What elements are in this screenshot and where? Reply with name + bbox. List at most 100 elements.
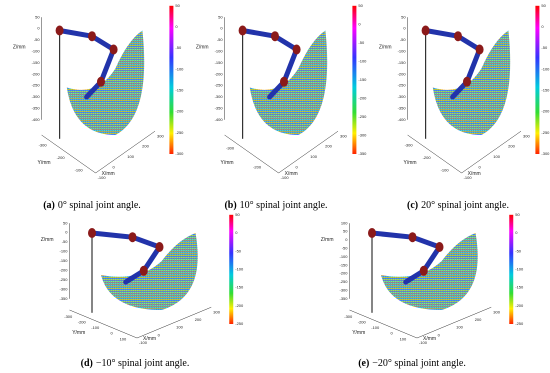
arm-link xyxy=(130,234,162,250)
colorbar-tick-label: -200 xyxy=(541,109,550,114)
colorbar xyxy=(509,214,514,324)
arm-joint xyxy=(155,242,164,252)
arm-link xyxy=(141,244,162,274)
colorbar-tick-label: -350 xyxy=(358,151,367,156)
arm-joint xyxy=(55,25,64,36)
workspace-cloud xyxy=(101,233,198,310)
z-tick-label: -350 xyxy=(59,296,68,301)
z-axis-label: Z/mm xyxy=(379,45,392,51)
x-tick-label: 200 xyxy=(325,144,332,149)
x-tick-label: 0 xyxy=(158,332,161,337)
x-tick-label: 100 xyxy=(127,154,134,159)
x-tick-label: 300 xyxy=(493,309,500,314)
y-tick-label: -300 xyxy=(405,142,414,147)
colorbar-tick-label: -150 xyxy=(235,285,244,290)
x-axis xyxy=(95,130,156,174)
y-axis xyxy=(41,134,96,174)
colorbar-tick-label: -250 xyxy=(175,130,184,135)
x-tick-label: 300 xyxy=(340,133,347,138)
x-axis xyxy=(278,130,339,174)
x-axis xyxy=(416,306,492,339)
z-tick-label: -200 xyxy=(59,268,68,273)
x-tick-label: 200 xyxy=(195,317,202,322)
colorbar-tick-label: -50 xyxy=(235,248,242,253)
z-tick-label: -300 xyxy=(32,94,41,99)
colorbar-tick-label: 50 xyxy=(358,3,363,8)
z-tick-label: -200 xyxy=(215,71,224,76)
arm-joint xyxy=(292,44,301,55)
colorbar xyxy=(169,5,174,154)
z-tick-label: -200 xyxy=(339,271,348,276)
colorbar-tick-label: 0 xyxy=(541,24,544,29)
y-tick-label: -300 xyxy=(226,146,235,151)
panel: 100 50 0 -50 -100 -150 -200 -250 -300 -350 -300 -20… xyxy=(321,212,524,345)
x-tick-label: -100 xyxy=(281,175,290,180)
z-tick-label: -50 xyxy=(217,37,224,42)
caption: (a) 0° spinal joint angle. xyxy=(43,200,141,211)
x-tick-label: 300 xyxy=(213,309,220,314)
arm-link xyxy=(423,28,461,39)
z-axis-label: Z/mm xyxy=(13,45,26,51)
arm-link xyxy=(89,230,135,240)
z-tick-label: -300 xyxy=(339,287,348,292)
y-axis-label: Y/mm xyxy=(352,330,365,336)
z-tick-label: 50 xyxy=(218,14,223,19)
y-tick-label: -200 xyxy=(57,155,66,160)
panel: 50 0 -50 -100 -150 -200 -250 -300 -350 -400 -300 -2… xyxy=(196,3,367,180)
arm-joint xyxy=(97,76,105,87)
colorbar-tick-label: -50 xyxy=(358,40,365,45)
z-tick-label: 50 xyxy=(401,14,406,19)
colorbar-tick-label: -250 xyxy=(515,321,524,326)
workspace-cloud xyxy=(381,233,478,310)
z-tick-label: 0 xyxy=(220,26,223,31)
z-tick-label: -150 xyxy=(398,60,407,65)
colorbar-tick-label: -200 xyxy=(235,303,244,308)
arm-joint xyxy=(139,265,148,276)
colorbar-tick-label: 0 xyxy=(515,230,518,235)
arm-joint xyxy=(463,76,471,87)
arm-joint xyxy=(475,44,484,55)
x-tick-label: 200 xyxy=(142,144,149,149)
y-tick-label: -200 xyxy=(78,319,87,324)
x-tick-label: 100 xyxy=(456,325,463,330)
workspace-cloud xyxy=(249,30,328,135)
y-tick-label: -100 xyxy=(75,168,84,173)
z-tick-label: -150 xyxy=(215,60,224,65)
colorbar-tick-label: -300 xyxy=(175,151,184,156)
colorbar-tick-label: -50 xyxy=(515,248,522,253)
y-tick-label: 0 xyxy=(111,331,114,336)
x-axis xyxy=(136,306,212,339)
z-tick-label: 50 xyxy=(63,220,68,225)
z-axis-label: Z/mm xyxy=(41,237,54,243)
x-tick-label: -100 xyxy=(98,175,107,180)
y-tick-label: 100 xyxy=(400,336,407,341)
panel: 50 0 -50 -100 -150 -200 -250 -300 -350 -400 -300 -2… xyxy=(13,3,184,180)
z-tick-label: 100 xyxy=(341,220,348,225)
z-tick-label: -250 xyxy=(59,277,68,282)
z-tick-label: -100 xyxy=(32,48,41,53)
z-tick-label: -100 xyxy=(215,48,224,53)
colorbar xyxy=(229,214,234,324)
z-tick-label: -200 xyxy=(398,71,407,76)
z-tick-label: -150 xyxy=(59,258,68,263)
x-tick-label: 100 xyxy=(310,154,317,159)
x-tick-label: 0 xyxy=(112,165,115,170)
colorbar-tick-label: -250 xyxy=(358,114,367,119)
x-axis-label: X/mm xyxy=(423,336,436,342)
colorbar-tick-label: -200 xyxy=(515,303,524,308)
panel: 50 0 -50 -100 -150 -200 -250 -300 -350 -300 -200 -1… xyxy=(41,212,244,345)
z-tick-label: 50 xyxy=(35,14,40,19)
y-tick-label: -200 xyxy=(423,155,432,160)
colorbar-tick-label: 50 xyxy=(175,3,180,8)
arm-joint xyxy=(109,44,118,55)
caption: (b) 10° spinal joint angle. xyxy=(224,200,327,211)
colorbar-tick-label: -100 xyxy=(541,66,550,71)
x-tick-label: -100 xyxy=(139,340,148,345)
colorbar-tick-label: -250 xyxy=(235,321,244,326)
y-axis-label: Y/mm xyxy=(221,160,234,166)
y-tick-label: -100 xyxy=(441,168,450,173)
colorbar xyxy=(352,5,357,154)
colorbar-tick-label: 0 xyxy=(235,230,238,235)
z-tick-label: -150 xyxy=(32,60,41,65)
arm-joint xyxy=(88,31,96,42)
